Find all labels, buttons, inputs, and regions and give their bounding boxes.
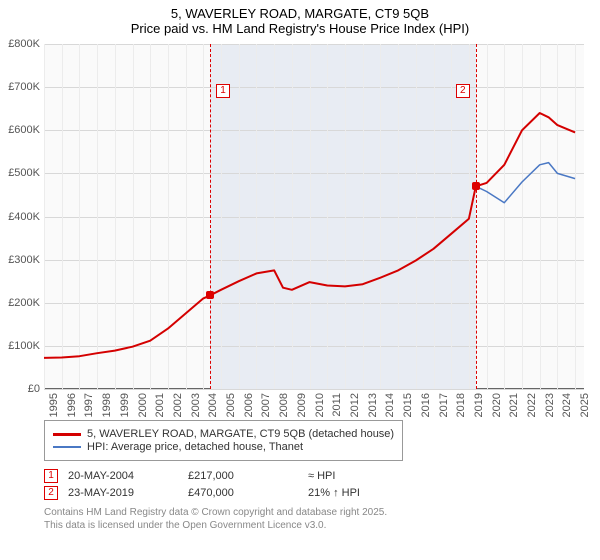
y-tick-label: £500K [0,167,40,179]
sale-date-1: 20-MAY-2004 [68,470,188,482]
event-vline-2 [476,44,477,389]
event-marker-2: 2 [456,84,470,98]
sale-marker-1: 1 [44,469,58,483]
y-tick-label: £200K [0,297,40,309]
legend-box: 5, WAVERLEY ROAD, MARGATE, CT9 5QB (deta… [44,420,403,461]
sale-note-1: ≈ HPI [308,470,335,482]
series-hpi [476,163,575,203]
legend-label-1: 5, WAVERLEY ROAD, MARGATE, CT9 5QB (deta… [87,428,394,440]
sale-price-1: £217,000 [188,470,308,482]
sale-note-2: 21% ↑ HPI [308,487,360,499]
event-vline-1 [210,44,211,389]
y-tick-label: £600K [0,124,40,136]
y-tick-label: £0 [0,383,40,395]
chart-area: 12 [44,44,584,389]
legend-swatch-1 [53,433,81,436]
sale-row-2: 2 23-MAY-2019 £470,000 21% ↑ HPI [44,486,584,500]
footer-line-1: Contains HM Land Registry data © Crown c… [44,506,584,519]
sale-row-1: 1 20-MAY-2004 £217,000 ≈ HPI [44,469,584,483]
series-price_paid [44,113,575,358]
chart-lines [44,44,584,389]
sale-date-2: 23-MAY-2019 [68,487,188,499]
sale-price-2: £470,000 [188,487,308,499]
sale-point-2 [472,182,480,190]
footer-line-2: This data is licensed under the Open Gov… [44,519,584,532]
legend-row-series-2: HPI: Average price, detached house, Than… [53,441,394,453]
title-line-2: Price paid vs. HM Land Registry's House … [0,21,600,36]
y-tick-label: £800K [0,38,40,50]
footer: Contains HM Land Registry data © Crown c… [44,506,584,532]
y-tick-label: £700K [0,81,40,93]
legend-row-series-1: 5, WAVERLEY ROAD, MARGATE, CT9 5QB (deta… [53,428,394,440]
legend-and-footer: 5, WAVERLEY ROAD, MARGATE, CT9 5QB (deta… [44,420,584,532]
event-marker-1: 1 [216,84,230,98]
y-tick-label: £300K [0,254,40,266]
legend-swatch-2 [53,446,81,448]
legend-label-2: HPI: Average price, detached house, Than… [87,441,303,453]
sale-rows: 1 20-MAY-2004 £217,000 ≈ HPI 2 23-MAY-20… [44,469,584,500]
sale-point-1 [206,291,214,299]
title-line-1: 5, WAVERLEY ROAD, MARGATE, CT9 5QB [0,6,600,21]
chart-title-block: 5, WAVERLEY ROAD, MARGATE, CT9 5QB Price… [0,0,600,40]
sale-marker-2: 2 [44,486,58,500]
y-tick-label: £400K [0,211,40,223]
y-tick-label: £100K [0,340,40,352]
